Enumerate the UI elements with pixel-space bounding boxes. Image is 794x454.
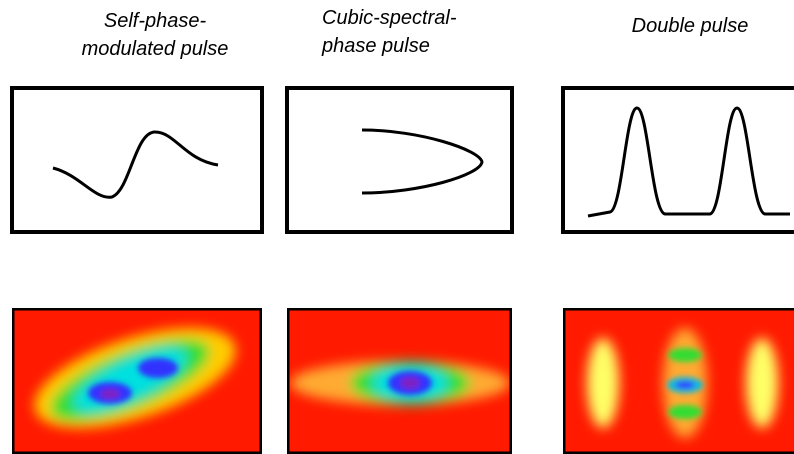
panel-title: modulated pulse [82, 38, 229, 60]
spectrogram [563, 308, 794, 454]
trace-box [561, 86, 794, 234]
panel-title: Cubic-spectral- [322, 7, 457, 29]
spectrogram [287, 308, 512, 454]
trace [587, 106, 790, 218]
panel-title: Self-phase- [104, 10, 207, 32]
spectrogram [12, 308, 262, 454]
panel-title: Double pulse [632, 15, 749, 37]
trace [361, 128, 484, 195]
trace-box [285, 86, 514, 234]
trace-box [10, 86, 264, 234]
panel-title: phase pulse [321, 35, 430, 57]
trace [52, 130, 219, 199]
